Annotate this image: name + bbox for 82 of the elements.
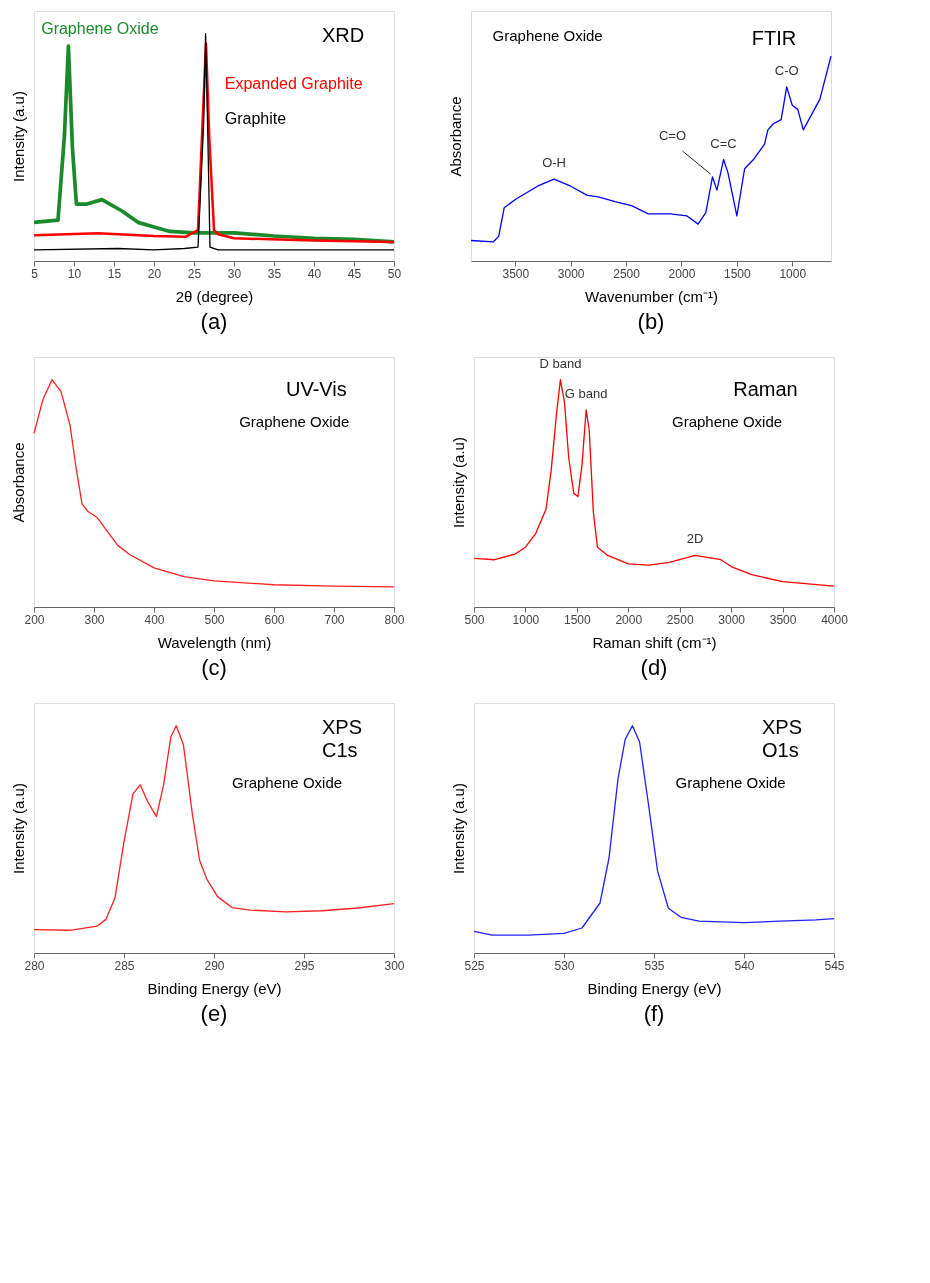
x-axis-title: Wavenumber (cm⁻¹) [585, 287, 718, 305]
annotation: XPS [322, 716, 363, 738]
x-tick-label: 290 [204, 958, 225, 973]
x-tick-label: 5 [31, 266, 39, 281]
x-axis-title: Binding Energy (eV) [147, 979, 282, 997]
x-axis-title: Wavelength (nm) [157, 633, 272, 651]
annotation: C=O [658, 127, 687, 143]
x-tick-label: 2000 [615, 612, 643, 627]
x-tick-label: 295 [294, 958, 315, 973]
x-tick-label: 1500 [723, 266, 752, 281]
x-tick-label: 300 [84, 612, 105, 627]
x-tick-label: 600 [264, 612, 285, 627]
x-tick-label: 3000 [557, 266, 585, 281]
x-tick-label: 10 [67, 266, 82, 281]
annotation: 2D [686, 531, 704, 547]
y-axis-title: Intensity (a.u) [9, 91, 27, 182]
y-axis-title: Intensity (a.u) [9, 783, 27, 874]
annotation: Graphene Oxide [675, 774, 786, 791]
x-tick-label: 45 [347, 266, 362, 281]
x-tick-label: 1500 [564, 612, 592, 627]
x-tick-label: 280 [24, 958, 45, 973]
x-tick-label: 200 [24, 612, 45, 627]
x-tick-label: 1000 [779, 266, 807, 281]
x-tick-label: 2000 [668, 266, 696, 281]
x-axis-title: Raman shift (cm⁻¹) [592, 633, 717, 651]
annotation: UV-Vis [286, 377, 347, 400]
x-tick-label: 40 [307, 266, 322, 281]
x-tick-label: 20 [147, 266, 162, 281]
text: (d) [640, 655, 668, 680]
x-tick-label: 530 [554, 958, 575, 973]
x-tick-label: 300 [384, 958, 405, 973]
annotation: G band [564, 385, 608, 401]
text: Graphene Oxide [492, 27, 603, 44]
x-tick-label: 540 [734, 958, 755, 973]
text: (f) [643, 1001, 665, 1026]
series-label: Expanded Graphite [224, 74, 363, 92]
x-tick-label: 3500 [502, 266, 530, 281]
y-axis-title: Absorbance [9, 442, 27, 523]
x-tick-label: 800 [384, 612, 405, 627]
text: (a) [200, 309, 228, 334]
x-axis-title: 2θ (degree) [175, 287, 254, 305]
x-tick-label: 3000 [718, 612, 746, 627]
annotation: XRD [322, 24, 365, 46]
x-tick-label: 500 [204, 612, 225, 627]
annotation: O-H [542, 155, 566, 171]
series-label: Graphene Oxide [41, 19, 159, 37]
annotation: D band [539, 355, 582, 371]
annotation: XPS [762, 716, 803, 738]
x-tick-label: 400 [144, 612, 165, 627]
annotation: Graphene Oxide [232, 774, 343, 791]
x-axis-title: Binding Energy (eV) [587, 979, 722, 997]
annotation: Graphene Oxide [239, 413, 350, 430]
x-tick-label: 15 [107, 266, 122, 281]
text: FTIR [751, 26, 797, 49]
text: (e) [200, 1001, 228, 1026]
x-tick-label: 2500 [613, 266, 641, 281]
y-axis-title: Absorbance [446, 96, 464, 177]
x-tick-label: 500 [464, 612, 485, 627]
annotation: Raman [733, 377, 798, 400]
x-tick-label: 30 [227, 266, 242, 281]
annotation: C-O [774, 62, 799, 78]
y-axis-title: Intensity (a.u) [449, 783, 467, 874]
annotation: O1s [762, 738, 799, 761]
annotation: C=C [710, 135, 737, 151]
x-tick-label: 700 [324, 612, 345, 627]
series-label: Graphite [224, 109, 287, 127]
x-tick-label: 1000 [512, 612, 540, 627]
annotation: Graphene Oxide [672, 413, 783, 430]
y-axis-title: Intensity (a.u) [449, 437, 467, 528]
text: (b) [637, 309, 665, 334]
x-tick-label: 3500 [769, 612, 797, 627]
text: (c) [201, 655, 227, 680]
x-tick-label: 525 [464, 958, 485, 973]
x-tick-label: 535 [644, 958, 665, 973]
annotation: C1s [322, 738, 358, 761]
x-tick-label: 4000 [821, 612, 849, 627]
x-tick-label: 545 [824, 958, 845, 973]
x-tick-label: 2500 [666, 612, 694, 627]
x-tick-label: 35 [267, 266, 282, 281]
x-tick-label: 285 [114, 958, 135, 973]
x-tick-label: 25 [187, 266, 202, 281]
x-tick-label: 50 [387, 266, 402, 281]
